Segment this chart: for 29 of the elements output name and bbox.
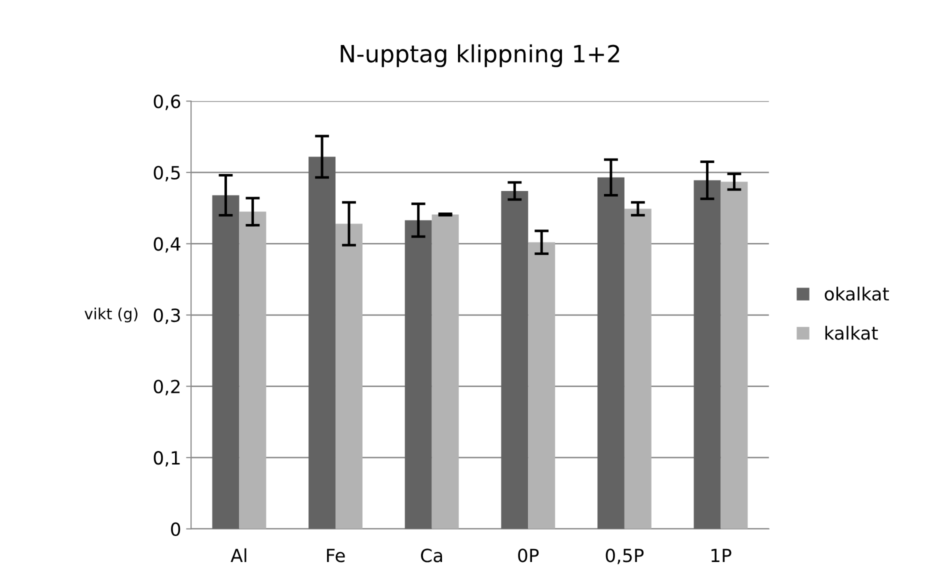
- bar: [694, 180, 721, 529]
- bar: [239, 212, 266, 529]
- y-tick-label: 0,1: [154, 451, 180, 467]
- y-tick-label: 0,6: [154, 94, 180, 110]
- x-tick-label: Fe: [327, 548, 345, 562]
- bar: [432, 214, 459, 529]
- x-tick-label: Al: [230, 548, 246, 562]
- bar: [308, 156, 336, 529]
- legend-label: kalkat: [825, 326, 878, 340]
- x-tick-label: Ca: [421, 548, 442, 562]
- bar: [212, 195, 240, 529]
- legend-label: okalkat: [824, 286, 889, 301]
- bar: [404, 220, 432, 529]
- y-tick-label: 0,3: [154, 308, 180, 324]
- y-tick-label: 0,5: [154, 166, 180, 182]
- bar: [336, 224, 362, 529]
- bar: [501, 190, 528, 529]
- bar: [720, 182, 748, 529]
- y-tick-label: 0,4: [154, 237, 180, 253]
- y-axis-title: vikt (g): [84, 308, 138, 322]
- y-tick-label: 0,2: [154, 380, 180, 396]
- x-tick-label: 1P: [712, 548, 732, 562]
- chart-title: N-upptag klippning 1+2: [340, 44, 620, 68]
- bar: [624, 208, 652, 529]
- x-tick-label: 0,5P: [606, 548, 644, 564]
- bar: [528, 242, 556, 529]
- y-tick-label: 0: [171, 522, 180, 536]
- bar: [597, 177, 624, 529]
- x-tick-label: 0P: [518, 548, 539, 562]
